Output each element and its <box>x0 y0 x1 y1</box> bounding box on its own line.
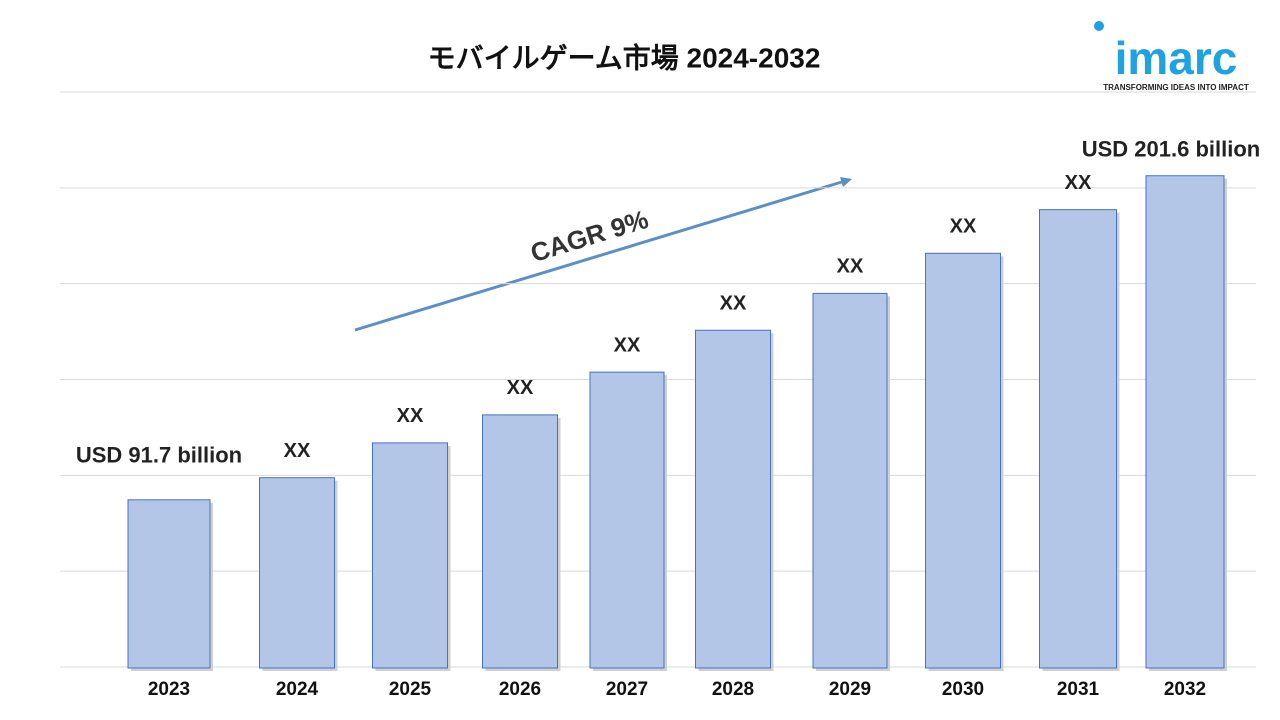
bar <box>589 371 665 669</box>
x-tick-label: 2030 <box>942 679 984 700</box>
bar <box>1145 175 1225 669</box>
x-tick-label: 2027 <box>606 679 648 700</box>
logo-tagline: TRANSFORMING IDEAS INTO IMPACT <box>1103 83 1249 92</box>
value-label: USD 201.6 billion <box>1082 137 1261 162</box>
value-label: XX <box>837 256 864 278</box>
value-label: XX <box>614 334 641 356</box>
bar <box>812 292 888 669</box>
x-tick-label: 2029 <box>829 679 871 700</box>
x-tick-label: 2024 <box>276 679 319 700</box>
logo-name: imarc <box>1115 32 1238 84</box>
logo-dot <box>1094 21 1104 31</box>
x-tick-label: 2023 <box>148 679 190 700</box>
x-tick-label: 2025 <box>389 679 432 700</box>
x-tick-label: 2032 <box>1164 679 1206 700</box>
value-label: XX <box>507 377 534 399</box>
value-label: XX <box>284 440 311 462</box>
cagr-arrow-head <box>840 177 852 187</box>
bar <box>695 329 771 669</box>
chart-title: モバイルゲーム市場 2024-2032 <box>428 41 821 73</box>
bar <box>127 499 211 669</box>
bar <box>482 414 558 669</box>
value-label: XX <box>397 405 424 427</box>
value-label: XX <box>1065 172 1092 194</box>
value-label: USD 91.7 billion <box>76 443 242 468</box>
value-label: XX <box>950 216 977 238</box>
value-label: XX <box>720 293 747 315</box>
bar <box>259 477 335 669</box>
x-tick-label: 2031 <box>1057 679 1100 700</box>
bar <box>1039 209 1117 669</box>
cagr-arrow <box>354 179 846 332</box>
bar <box>925 252 1001 669</box>
x-tick-label: 2028 <box>712 679 754 700</box>
bar <box>372 442 448 669</box>
logo: imarc TRANSFORMING IDEAS INTO IMPACT <box>1094 21 1249 92</box>
x-tick-label: 2026 <box>499 679 541 700</box>
